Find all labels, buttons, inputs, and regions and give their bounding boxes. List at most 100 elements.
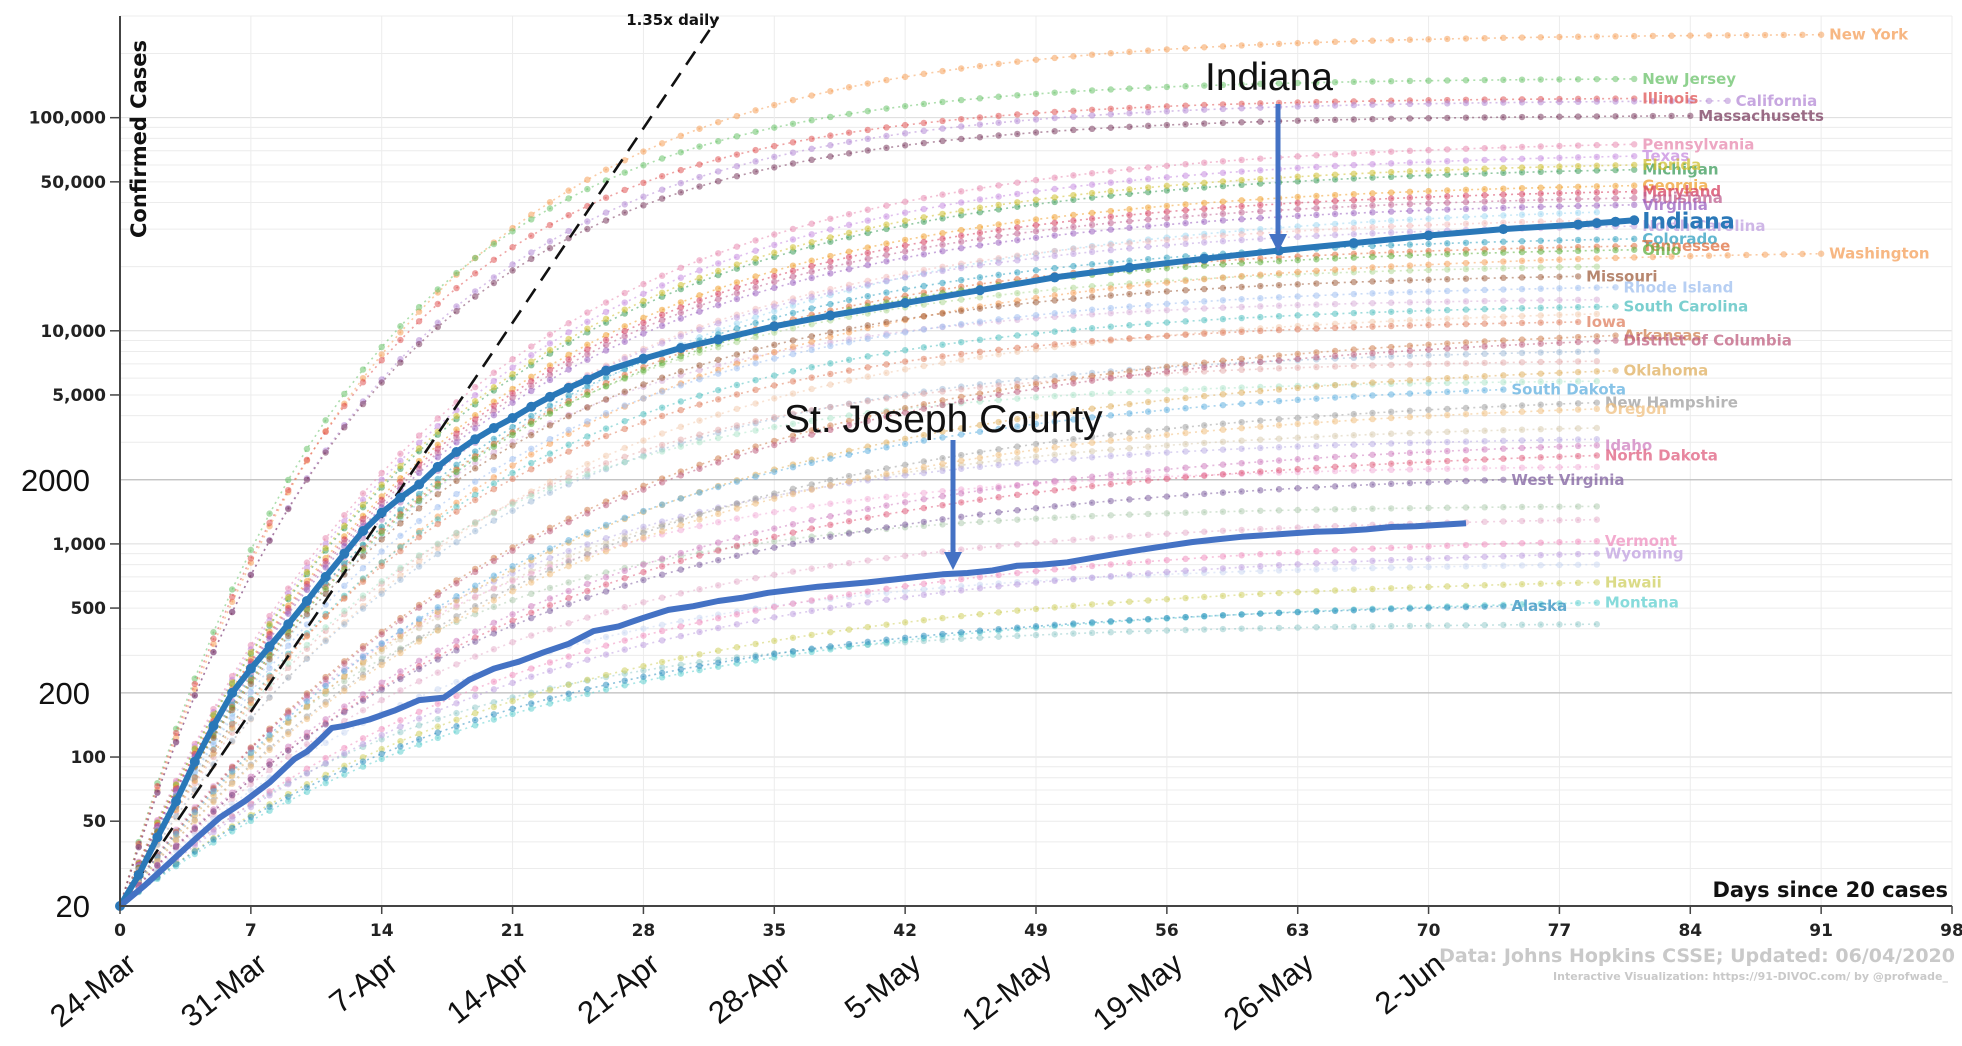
state-series-illinois-point: [285, 486, 292, 494]
state-series-virginia-point: [827, 270, 834, 277]
state-series-alaska-point: [247, 813, 255, 821]
state-series-virginia-point: [1537, 203, 1544, 211]
state-series-massachusetts-point: [1387, 115, 1395, 122]
state-series-georgia-point: [621, 323, 628, 330]
state-series-oregon-point: [1088, 439, 1096, 446]
state-series-hawaii-point: [808, 631, 815, 639]
state-series-vermont-point: [733, 611, 741, 618]
state-series-missouri-point: [958, 307, 965, 315]
state-series-washington-point: [1070, 289, 1077, 297]
state-series-hawaii-point: [584, 676, 591, 683]
state-series-iowa-point: [1500, 320, 1507, 327]
state-series-oregon-point: [827, 482, 834, 489]
background-state-series-point: [1574, 516, 1582, 524]
state-series-colorado-point: [1481, 239, 1488, 246]
background-state-series-point: [509, 576, 516, 583]
background-state-series-point: [341, 619, 348, 626]
state-series-new-jersey-point: [771, 124, 778, 131]
background-state-series-point: [1425, 439, 1432, 446]
state-series-iowa-point: [771, 382, 778, 389]
state-series-north-dakota-point: [771, 533, 778, 541]
state-series-ohio-point: [677, 352, 685, 360]
state-series-virginia-point: [789, 279, 797, 286]
state-series-rhode-island-point: [584, 418, 591, 425]
state-label-missouri: Missouri: [1586, 267, 1657, 285]
state-series-georgia-point: [864, 244, 871, 251]
state-series-pennsylvania-point: [359, 490, 367, 497]
state-series-rhode-island-point: [1313, 292, 1320, 299]
state-label-oregon: Oregon: [1605, 400, 1667, 418]
state-series-arkansas-point: [920, 401, 928, 408]
state-series-florida-point: [1387, 168, 1395, 176]
state-series-pennsylvania-point: [1163, 162, 1171, 169]
state-series-missouri-point: [920, 312, 928, 320]
state-series-north-dakota-point: [1257, 468, 1264, 475]
state-series-rhode-island-point: [1425, 288, 1432, 295]
background-state-series-point: [546, 560, 554, 567]
background-state-series-point: [1556, 503, 1563, 510]
background-state-series-point: [1144, 627, 1152, 635]
state-series-missouri-point: [715, 356, 722, 363]
state-series-district-of-columbia-point: [1182, 366, 1189, 373]
state-series-hawaii-point: [901, 619, 909, 626]
state-series-new-york-point: [1556, 33, 1563, 41]
state-series-washington-point: [1705, 252, 1713, 259]
state-series-south-dakota-point: [1088, 414, 1096, 421]
state-series-michigan-point: [1481, 170, 1488, 177]
state-series-vermont-point: [1537, 539, 1544, 546]
background-state-series-point: [1257, 436, 1264, 443]
state-series-california-point: [864, 135, 871, 143]
state-series-oklahoma-point: [1238, 389, 1245, 396]
state-series-new-jersey-point: [920, 100, 928, 108]
background-state-series-point: [471, 527, 479, 535]
state-series-rhode-island-point: [845, 339, 853, 346]
state-series-new-jersey-point: [228, 586, 236, 593]
state-series-rhode-island-point: [1126, 303, 1133, 310]
state-series-new-york-point: [733, 112, 741, 120]
state-series-west-virginia-point: [1406, 479, 1414, 487]
state-series-alaska-point: [266, 803, 273, 810]
state-series-hawaii-point: [1144, 597, 1152, 604]
background-state-series-point: [1444, 438, 1451, 446]
background-state-series-point: [995, 457, 1002, 464]
state-series-new-hampshire-point: [1238, 418, 1245, 426]
state-series-michigan-point: [1051, 198, 1058, 206]
indiana-series-point: [507, 412, 518, 423]
state-series-vermont-point: [1556, 538, 1563, 546]
state-series-north-dakota-point: [621, 574, 628, 582]
state-series-rhode-island-point: [789, 350, 797, 358]
state-series-north-carolina-point: [995, 259, 1002, 266]
state-series-california-point: [1032, 116, 1040, 123]
state-series-texas-point: [565, 329, 572, 336]
state-series-maryland-point: [845, 253, 853, 261]
state-series-texas-point: [378, 476, 385, 483]
state-series-south-carolina-point: [995, 334, 1002, 341]
state-series-missouri-point: [1350, 278, 1357, 286]
state-series-massachusetts-point: [285, 505, 292, 513]
state-series-pennsylvania-point: [1331, 151, 1339, 158]
state-series-alaska-point: [322, 775, 329, 782]
state-series-new-york-point: [1462, 35, 1470, 42]
state-series-iowa-point: [303, 632, 311, 639]
indiana-series-point: [301, 595, 312, 606]
state-series-new-jersey-point: [303, 445, 311, 453]
state-label-florida: Florida: [1642, 156, 1701, 174]
background-state-series-point: [1014, 376, 1021, 384]
state-series-illinois-point: [247, 555, 255, 562]
state-series-south-carolina-point: [1182, 318, 1189, 325]
state-series-oregon-point: [1126, 435, 1133, 442]
state-series-virginia-point: [1014, 236, 1021, 244]
state-series-colorado-point: [453, 461, 460, 469]
state-series-texas-point: [341, 518, 348, 525]
background-state-series-point: [303, 655, 311, 662]
state-series-iowa-point: [789, 378, 797, 385]
y-tick-label-big: 200: [38, 676, 90, 711]
state-series-hawaii-point: [1500, 581, 1507, 588]
background-state-series-point: [1556, 311, 1563, 319]
background-state-series-point: [490, 585, 498, 592]
background-state-series-point: [920, 362, 928, 370]
state-series-massachusetts-point: [864, 147, 871, 154]
state-series-ohio-point: [584, 391, 591, 398]
state-series-missouri-point: [621, 388, 628, 395]
state-series-georgia-point: [584, 341, 591, 348]
